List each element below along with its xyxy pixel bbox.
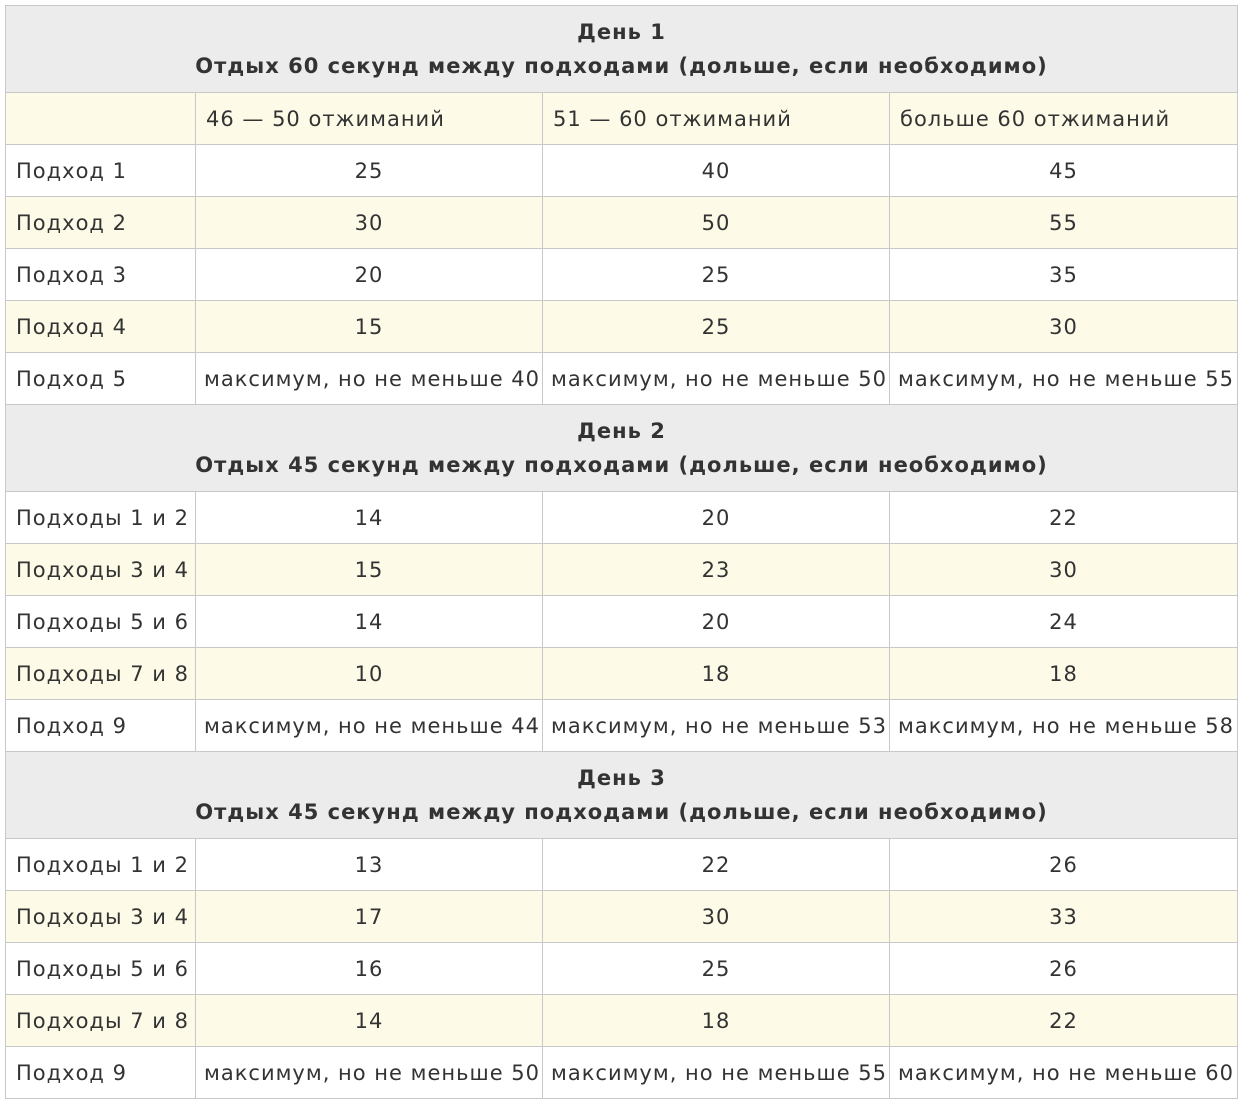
max-reps-cell: максимум, но не меньше 44 bbox=[195, 699, 543, 752]
table-row: Подход 5 максимум, но не меньше 40 макси… bbox=[5, 352, 1238, 405]
table-row: Подходы 7 и 8 10 18 18 bbox=[5, 647, 1238, 700]
column-header-51-60: 51 — 60 отжиманий bbox=[542, 92, 890, 145]
day-header-row: День 1 Отдых 60 секунд между подходами (… bbox=[5, 5, 1238, 93]
table-body: День 1 Отдых 60 секунд между подходами (… bbox=[5, 5, 1238, 1099]
table-row: Подходы 5 и 6 14 20 24 bbox=[5, 595, 1238, 648]
set-label: Подход 2 bbox=[5, 196, 196, 249]
reps-cell: 14 bbox=[195, 994, 543, 1047]
reps-cell: 30 bbox=[195, 196, 543, 249]
reps-cell: 30 bbox=[542, 890, 890, 943]
reps-cell: 30 bbox=[889, 300, 1238, 353]
set-label: Подходы 1 и 2 bbox=[5, 491, 196, 544]
reps-cell: 35 bbox=[889, 248, 1238, 301]
max-reps-cell: максимум, но не меньше 50 bbox=[195, 1046, 543, 1099]
set-label: Подход 1 bbox=[5, 144, 196, 197]
reps-cell: 14 bbox=[195, 595, 543, 648]
reps-cell: 18 bbox=[889, 647, 1238, 700]
set-label: Подход 9 bbox=[5, 699, 196, 752]
reps-cell: 26 bbox=[889, 942, 1238, 995]
reps-cell: 24 bbox=[889, 595, 1238, 648]
day-title: День 2 bbox=[577, 419, 666, 443]
max-reps-cell: максимум, но не меньше 50 bbox=[542, 352, 890, 405]
day-title: День 3 bbox=[577, 766, 666, 790]
set-label: Подходы 7 и 8 bbox=[5, 647, 196, 700]
set-label: Подходы 3 и 4 bbox=[5, 890, 196, 943]
reps-cell: 13 bbox=[195, 838, 543, 891]
set-label: Подход 9 bbox=[5, 1046, 196, 1099]
column-header-row: 46 — 50 отжиманий 51 — 60 отжиманий боль… bbox=[5, 92, 1238, 145]
reps-cell: 20 bbox=[195, 248, 543, 301]
max-reps-cell: максимум, но не меньше 55 bbox=[542, 1046, 890, 1099]
reps-cell: 22 bbox=[889, 994, 1238, 1047]
table-row: Подходы 1 и 2 13 22 26 bbox=[5, 838, 1238, 891]
workout-table-container: День 1 Отдых 60 секунд между подходами (… bbox=[5, 5, 1238, 1099]
table-row: Подходы 3 и 4 17 30 33 bbox=[5, 890, 1238, 943]
reps-cell: 15 bbox=[195, 543, 543, 596]
set-label: Подходы 3 и 4 bbox=[5, 543, 196, 596]
set-label: Подходы 5 и 6 bbox=[5, 942, 196, 995]
max-reps-cell: максимум, но не меньше 40 bbox=[195, 352, 543, 405]
table-row: Подход 4 15 25 30 bbox=[5, 300, 1238, 353]
reps-cell: 17 bbox=[195, 890, 543, 943]
reps-cell: 18 bbox=[542, 647, 890, 700]
reps-cell: 16 bbox=[195, 942, 543, 995]
reps-cell: 25 bbox=[542, 248, 890, 301]
max-reps-cell: максимум, но не меньше 53 bbox=[542, 699, 890, 752]
day-header-row: День 3 Отдых 45 секунд между подходами (… bbox=[5, 751, 1238, 839]
reps-cell: 18 bbox=[542, 994, 890, 1047]
table-row: Подход 1 25 40 45 bbox=[5, 144, 1238, 197]
set-label: Подход 4 bbox=[5, 300, 196, 353]
reps-cell: 50 bbox=[542, 196, 890, 249]
set-label: Подходы 7 и 8 bbox=[5, 994, 196, 1047]
set-label: Подходы 5 и 6 bbox=[5, 595, 196, 648]
column-header-empty bbox=[5, 92, 196, 145]
table-row: Подходы 7 и 8 14 18 22 bbox=[5, 994, 1238, 1047]
max-reps-cell: максимум, но не меньше 60 bbox=[889, 1046, 1238, 1099]
column-header-over-60: больше 60 отжиманий bbox=[889, 92, 1238, 145]
day-header: День 3 Отдых 45 секунд между подходами (… bbox=[5, 751, 1238, 839]
reps-cell: 23 bbox=[542, 543, 890, 596]
day-rest-note: Отдых 45 секунд между подходами (дольше,… bbox=[195, 453, 1048, 477]
table-row: Подход 9 максимум, но не меньше 44 макси… bbox=[5, 699, 1238, 752]
reps-cell: 30 bbox=[889, 543, 1238, 596]
table-row: Подход 9 максимум, но не меньше 50 макси… bbox=[5, 1046, 1238, 1099]
set-label: Подход 5 bbox=[5, 352, 196, 405]
reps-cell: 20 bbox=[542, 595, 890, 648]
table-row: Подходы 3 и 4 15 23 30 bbox=[5, 543, 1238, 596]
max-reps-cell: максимум, но не меньше 58 bbox=[889, 699, 1238, 752]
reps-cell: 14 bbox=[195, 491, 543, 544]
table-row: Подход 2 30 50 55 bbox=[5, 196, 1238, 249]
set-label: Подходы 1 и 2 bbox=[5, 838, 196, 891]
table-row: Подходы 1 и 2 14 20 22 bbox=[5, 491, 1238, 544]
reps-cell: 25 bbox=[195, 144, 543, 197]
reps-cell: 55 bbox=[889, 196, 1238, 249]
reps-cell: 15 bbox=[195, 300, 543, 353]
day-rest-note: Отдых 60 секунд между подходами (дольше,… bbox=[195, 54, 1048, 78]
table-row: Подход 3 20 25 35 bbox=[5, 248, 1238, 301]
day-header: День 1 Отдых 60 секунд между подходами (… bbox=[5, 5, 1238, 93]
day-header: День 2 Отдых 45 секунд между подходами (… bbox=[5, 404, 1238, 492]
reps-cell: 26 bbox=[889, 838, 1238, 891]
reps-cell: 25 bbox=[542, 300, 890, 353]
reps-cell: 22 bbox=[542, 838, 890, 891]
max-reps-cell: максимум, но не меньше 55 bbox=[889, 352, 1238, 405]
reps-cell: 10 bbox=[195, 647, 543, 700]
day-rest-note: Отдых 45 секунд между подходами (дольше,… bbox=[195, 800, 1048, 824]
reps-cell: 20 bbox=[542, 491, 890, 544]
reps-cell: 33 bbox=[889, 890, 1238, 943]
day-header-row: День 2 Отдых 45 секунд между подходами (… bbox=[5, 404, 1238, 492]
reps-cell: 25 bbox=[542, 942, 890, 995]
reps-cell: 45 bbox=[889, 144, 1238, 197]
column-header-46-50: 46 — 50 отжиманий bbox=[195, 92, 543, 145]
reps-cell: 22 bbox=[889, 491, 1238, 544]
table-row: Подходы 5 и 6 16 25 26 bbox=[5, 942, 1238, 995]
pushup-program-table: День 1 Отдых 60 секунд между подходами (… bbox=[5, 5, 1238, 1099]
set-label: Подход 3 bbox=[5, 248, 196, 301]
day-title: День 1 bbox=[577, 20, 666, 44]
reps-cell: 40 bbox=[542, 144, 890, 197]
